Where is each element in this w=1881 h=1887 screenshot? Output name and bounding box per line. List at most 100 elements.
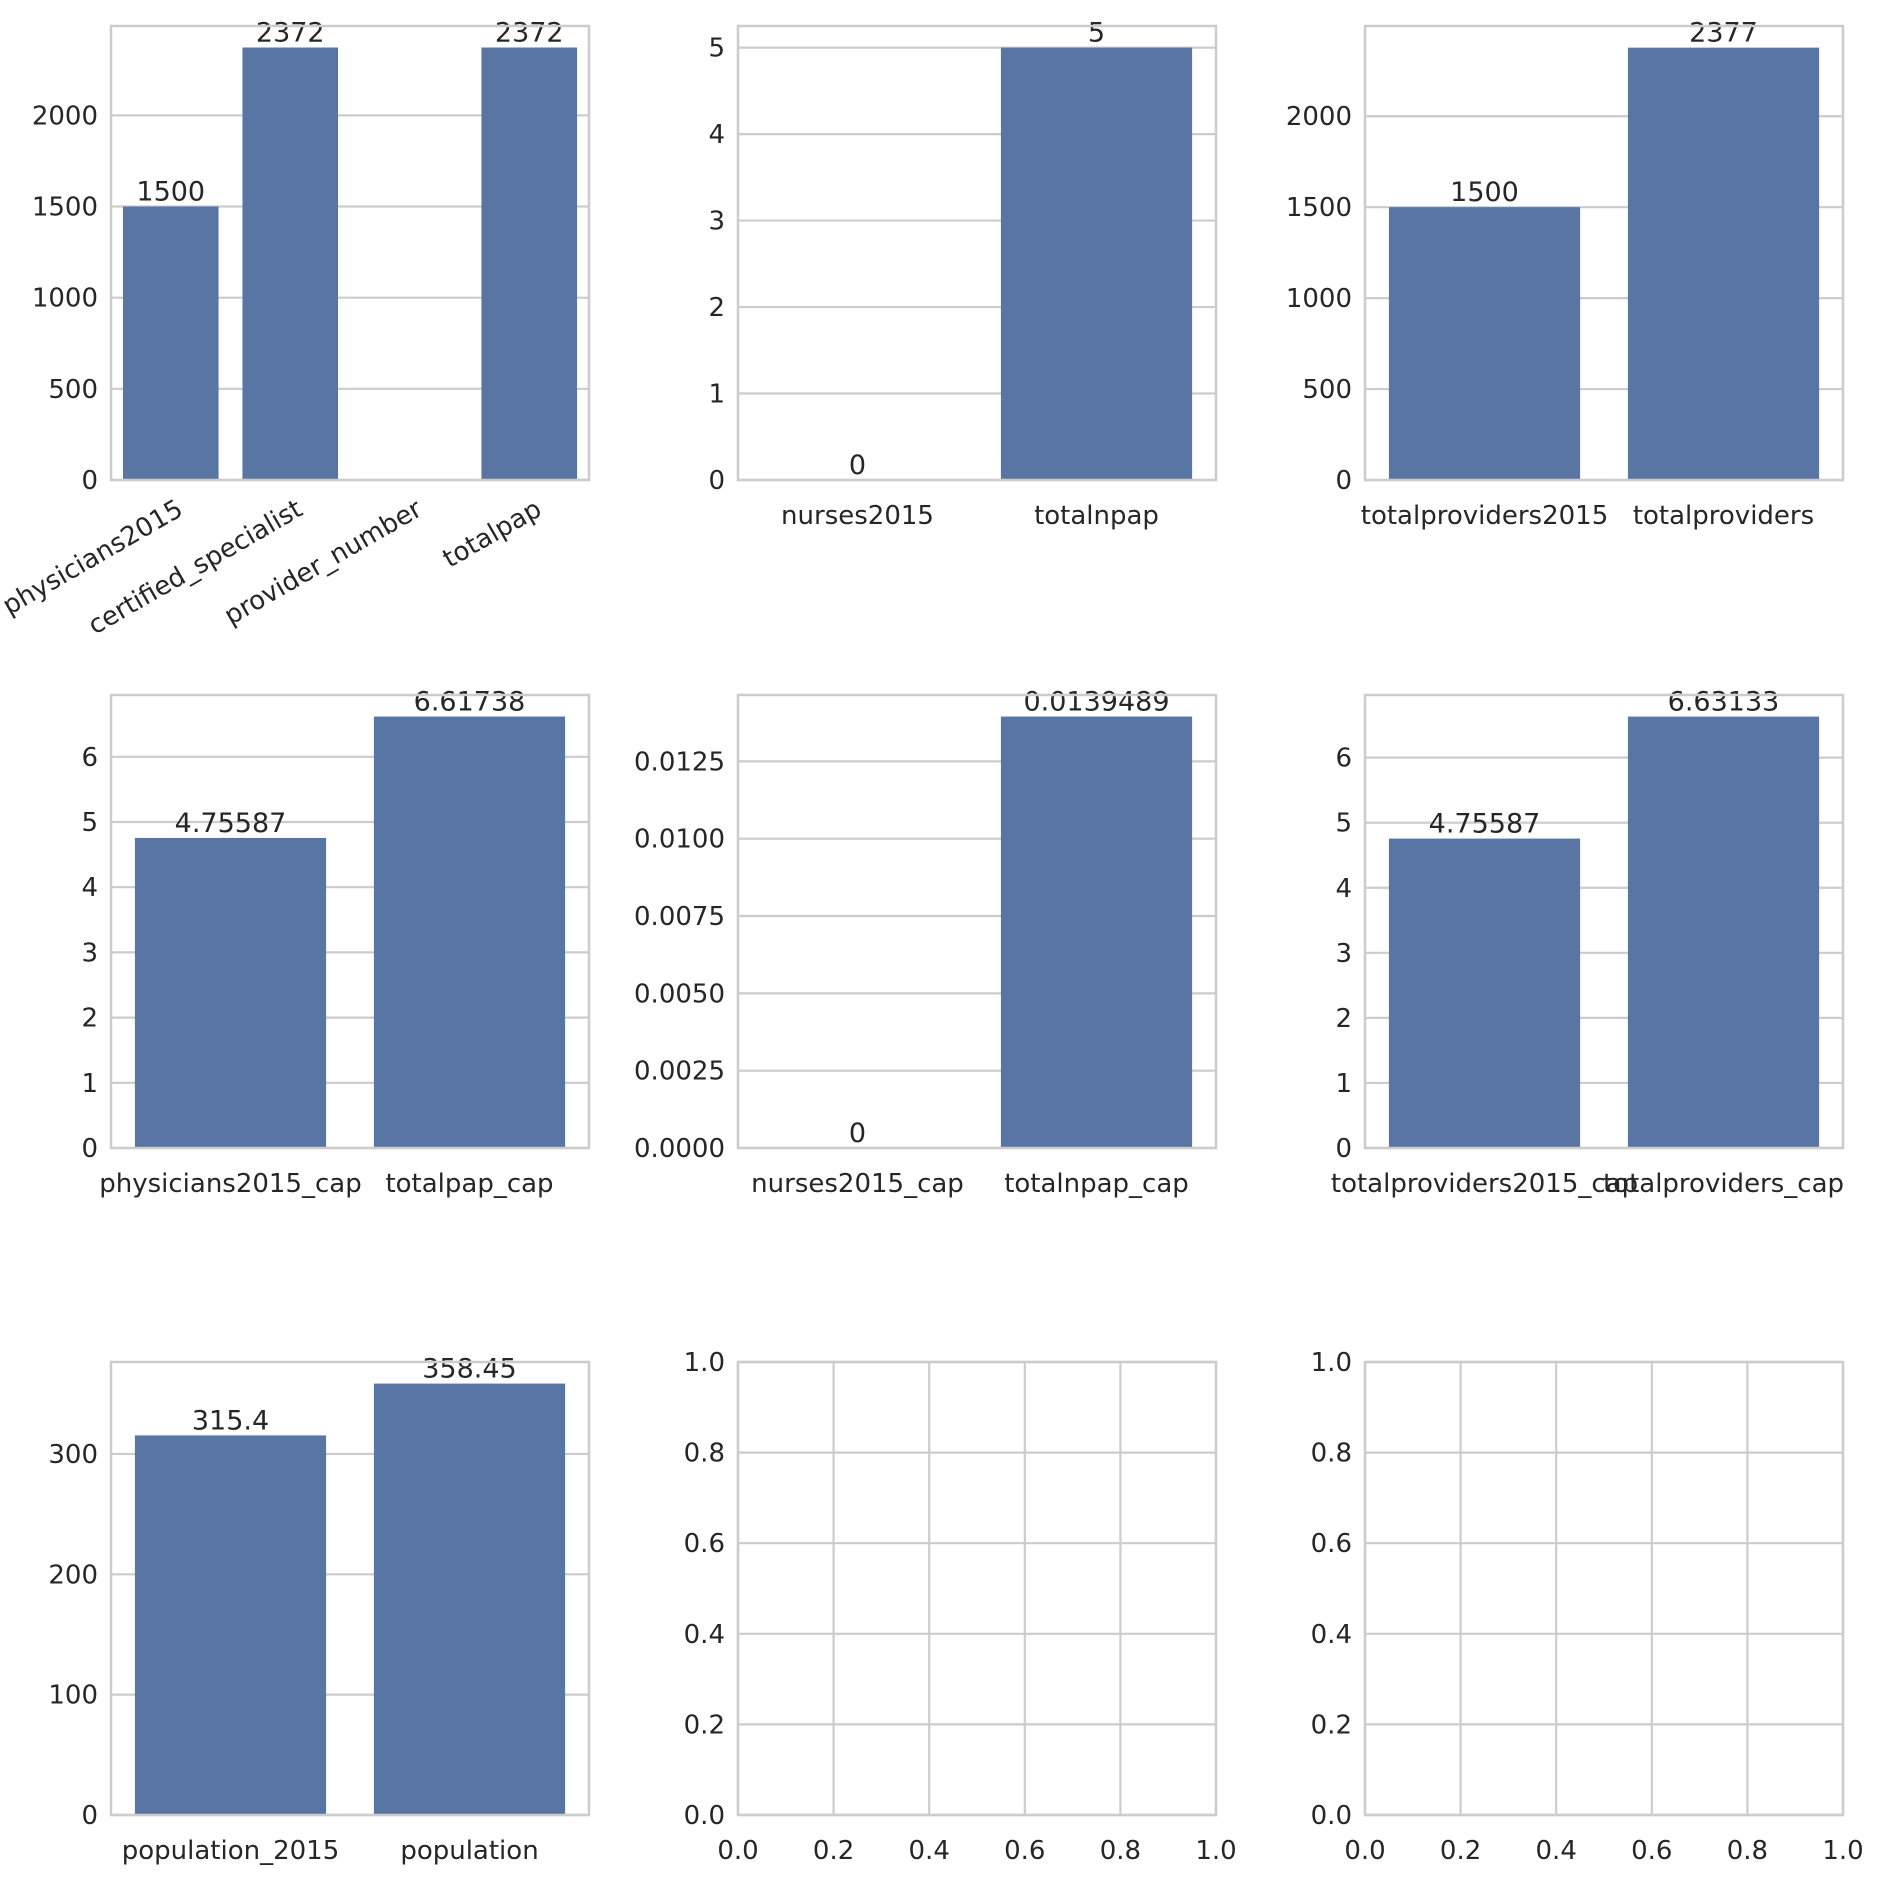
x-tick-label: totalproviders_cap xyxy=(1603,1169,1844,1199)
bar-value-label: 0.0139489 xyxy=(1023,687,1169,718)
x-tick-label: 1.0 xyxy=(1195,1836,1236,1866)
x-tick-label: 0.2 xyxy=(813,1836,854,1866)
y-tick-label: 300 xyxy=(48,1440,98,1470)
x-tick-label: totalnpap xyxy=(1034,501,1159,531)
y-tick-label: 0.2 xyxy=(1311,1710,1352,1740)
x-tick-label: nurses2015 xyxy=(781,501,934,531)
axes-frame xyxy=(109,1360,591,1817)
bar-value-label: 5 xyxy=(1088,18,1105,49)
y-tick-label: 0.0025 xyxy=(634,1057,725,1087)
subplot-7: 0 100 200 300 315.4 population_2015 358.45 popu… xyxy=(48,1354,591,1866)
bar-totalproviders2015 xyxy=(1388,207,1581,481)
subplot-1: 05001000150020001500physicians20152372ce… xyxy=(0,18,591,641)
axes-frame xyxy=(1363,693,1845,1150)
subplot-4: 0 1 2 3 4 5 6 4.75587 physicians2015_cap 6.61738 t… xyxy=(81,687,591,1199)
bar-value-label: 4.75587 xyxy=(175,808,287,839)
bar-totalnpap_cap xyxy=(1000,716,1193,1148)
subplot-2: 0 1 2 3 4 5 0 nurses2015 5 totalnpap xyxy=(708,18,1218,531)
y-tick-label: 0.0100 xyxy=(634,825,725,855)
y-tick-label: 0.4 xyxy=(684,1620,725,1650)
y-tick-label: 5 xyxy=(708,34,725,64)
y-tick-label: 2000 xyxy=(1286,102,1352,132)
bar-population xyxy=(373,1383,566,1815)
y-tick-label: 1 xyxy=(81,1069,98,1099)
x-tick-label: 0.4 xyxy=(909,1836,950,1866)
y-tick-label: 1.0 xyxy=(1311,1348,1352,1378)
y-tick-label: 0.0075 xyxy=(634,902,725,932)
y-tick-label: 3 xyxy=(1335,939,1352,969)
x-tick-label: population xyxy=(400,1836,538,1866)
x-tick-label: 0.8 xyxy=(1727,1836,1768,1866)
bar-value-label: 358.45 xyxy=(422,1354,516,1385)
bar-totalpap xyxy=(481,47,578,480)
y-tick-label: 6 xyxy=(81,743,98,773)
y-tick-label: 4 xyxy=(708,120,725,150)
bar-value-label: 6.63133 xyxy=(1668,687,1780,718)
y-tick-label: 2 xyxy=(708,293,725,323)
bar-physicians2015 xyxy=(122,206,219,480)
x-tick-label: provider_number xyxy=(219,494,427,632)
x-tick-label: totalproviders xyxy=(1633,501,1814,531)
y-tick-label: 2 xyxy=(1335,1004,1352,1034)
bar-totalpap_cap xyxy=(373,716,566,1148)
y-tick-label: 2000 xyxy=(32,101,98,131)
bar-value-label: 4.75587 xyxy=(1429,809,1541,840)
subplot-6: 0 1 2 3 4 5 6 4.75587 totalproviders2015_cap 6.63… xyxy=(1331,687,1845,1199)
y-tick-label: 0 xyxy=(708,466,725,496)
bar-value-label: 1500 xyxy=(1450,177,1519,208)
bar-value-label: 2377 xyxy=(1689,18,1758,49)
bar-certified_specialist xyxy=(242,47,339,480)
y-tick-label: 0.8 xyxy=(684,1439,725,1469)
y-tick-label: 500 xyxy=(1302,375,1352,405)
y-tick-label: 200 xyxy=(48,1560,98,1590)
axes-frame xyxy=(109,693,591,1150)
x-tick-label: totalproviders2015 xyxy=(1361,501,1609,531)
y-tick-label: 100 xyxy=(48,1681,98,1711)
axes-frame xyxy=(109,24,591,482)
bar-value-label: 315.4 xyxy=(192,1405,269,1436)
y-tick-label: 0.0000 xyxy=(634,1134,725,1164)
y-tick-label: 4 xyxy=(1335,874,1352,904)
x-tick-label: 0.8 xyxy=(1100,1836,1141,1866)
bar-value-label: 2372 xyxy=(495,18,564,49)
subplot-5: 0.0000 0.0025 0.0050 0.0075 0.0100 0.0125 0 nur… xyxy=(634,687,1218,1199)
axes-frame xyxy=(1363,24,1845,482)
axes-frame xyxy=(1363,1360,1845,1817)
y-tick-label: 0.0 xyxy=(684,1801,725,1831)
bar-totalproviders2015_cap xyxy=(1388,838,1581,1148)
y-tick-label: 1500 xyxy=(32,193,98,223)
axes-frame xyxy=(736,1360,1218,1817)
subplot-3: 0 500 1000 1500 2000 1500 totalproviders2015 23… xyxy=(1286,18,1845,531)
x-tick-label: 0.6 xyxy=(1631,1836,1672,1866)
bar-value-label: 0 xyxy=(849,1118,866,1149)
x-tick-label: certified_specialist xyxy=(83,494,308,641)
y-tick-label: 4 xyxy=(81,873,98,903)
bar-population_2015 xyxy=(134,1435,327,1815)
bar-value-label: 1500 xyxy=(136,177,205,208)
y-tick-label: 1000 xyxy=(1286,284,1352,314)
x-tick-label: physicians2015_cap xyxy=(99,1169,362,1199)
y-tick-label: 0.4 xyxy=(1311,1620,1352,1650)
y-tick-label: 0.0125 xyxy=(634,747,725,777)
axes-frame xyxy=(736,24,1218,482)
y-tick-label: 0.0 xyxy=(1311,1801,1352,1831)
axes-frame xyxy=(736,693,1218,1150)
x-tick-label: 0.6 xyxy=(1004,1836,1045,1866)
y-tick-label: 1 xyxy=(1335,1069,1352,1099)
y-tick-label: 500 xyxy=(48,375,98,405)
y-tick-label: 0.8 xyxy=(1311,1439,1352,1469)
y-tick-label: 1 xyxy=(708,380,725,410)
y-tick-label: 1.0 xyxy=(684,1348,725,1378)
y-tick-label: 3 xyxy=(81,938,98,968)
x-tick-label: 0.0 xyxy=(717,1836,758,1866)
y-tick-label: 0.6 xyxy=(684,1529,725,1559)
subplot-8: 0.0 0.2 0.4 0.6 0.8 1.0 0.0 0.2 0.4 0.6 0.8 1.0 xyxy=(684,1348,1237,1866)
x-tick-label: totalpap_cap xyxy=(385,1169,553,1199)
x-tick-label: totalproviders2015_cap xyxy=(1331,1169,1638,1199)
y-tick-label: 5 xyxy=(1335,809,1352,839)
x-tick-label: totalpap xyxy=(438,494,547,574)
x-tick-label: 1.0 xyxy=(1822,1836,1863,1866)
bar-totalnpap xyxy=(1000,47,1193,480)
bar-value-label: 2372 xyxy=(256,18,325,49)
